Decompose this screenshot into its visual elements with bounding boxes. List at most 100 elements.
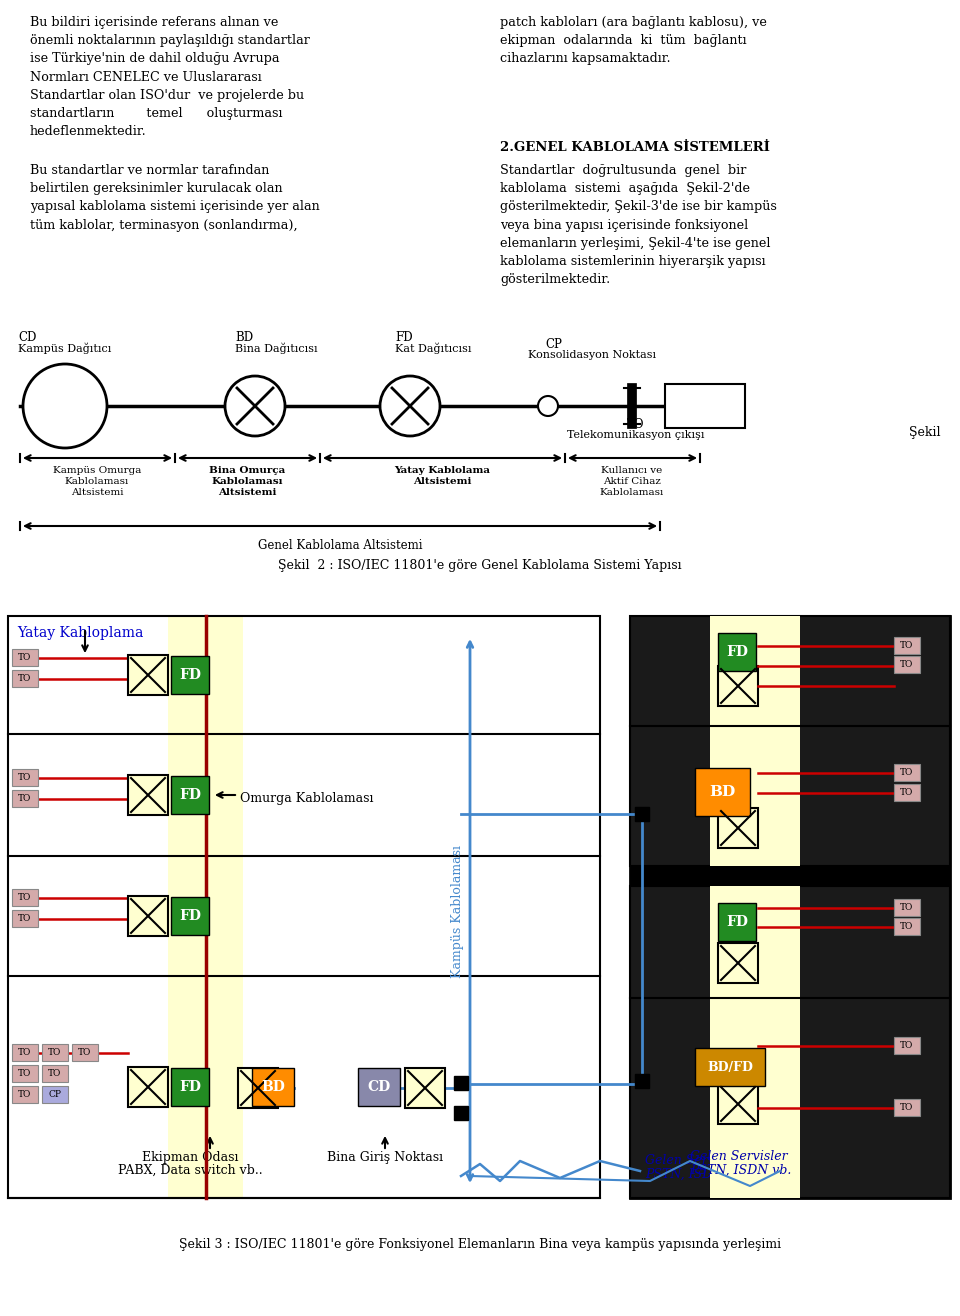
Text: Kampüs Omurga
Kablolaması
Altsistemi: Kampüs Omurga Kablolaması Altsistemi <box>53 466 141 497</box>
Bar <box>630 886 950 1198</box>
Bar <box>12 649 38 666</box>
Bar <box>454 1105 468 1120</box>
Circle shape <box>538 396 558 416</box>
Bar <box>12 1086 38 1103</box>
Text: Yatay Kabloplama: Yatay Kabloplama <box>17 626 143 640</box>
Bar <box>12 890 38 905</box>
Bar <box>718 666 758 705</box>
Text: TO: TO <box>18 794 32 803</box>
Text: TO: TO <box>18 894 32 901</box>
Text: TO: TO <box>18 772 32 782</box>
Bar <box>42 1065 68 1082</box>
Text: FD: FD <box>726 915 748 929</box>
Text: Kampüs Dağıtıcı: Kampüs Dağıtıcı <box>18 343 111 354</box>
Text: FD: FD <box>179 909 201 923</box>
Text: PABX, Data switch vb..: PABX, Data switch vb.. <box>118 1163 262 1177</box>
Text: Genel Kablolama Altsistemi: Genel Kablolama Altsistemi <box>257 540 422 551</box>
Text: Kat Dağıtıcısı: Kat Dağıtıcısı <box>395 343 471 354</box>
Bar <box>168 616 243 1198</box>
Bar <box>894 919 920 934</box>
Bar <box>710 886 800 1198</box>
Text: Şekil: Şekil <box>908 426 940 440</box>
Text: Bina Giriş Noktası: Bina Giriş Noktası <box>327 1152 444 1163</box>
Bar <box>635 1074 649 1088</box>
Text: Telekomunikasyon çıkışı: Telekomunikasyon çıkışı <box>567 430 705 440</box>
Text: TO: TO <box>900 1041 914 1050</box>
Bar <box>12 769 38 786</box>
Bar <box>171 655 209 694</box>
Text: Bina Omurça
Kablolaması
Altsistemi: Bina Omurça Kablolaması Altsistemi <box>209 466 285 497</box>
Bar <box>894 1099 920 1116</box>
Bar <box>171 1069 209 1105</box>
Text: Yatay Kablolama
Altsistemi: Yatay Kablolama Altsistemi <box>394 466 490 486</box>
Bar <box>42 1086 68 1103</box>
Text: TO: TO <box>48 1048 61 1057</box>
Text: TO: TO <box>18 1069 32 1078</box>
Text: TO: TO <box>900 788 914 797</box>
Circle shape <box>225 376 285 436</box>
Text: CP: CP <box>545 338 562 351</box>
Bar <box>358 1069 400 1105</box>
Text: TO: TO <box>627 418 645 432</box>
Text: Omurga Kablolaması: Omurga Kablolaması <box>240 792 373 805</box>
Text: FD: FD <box>179 1080 201 1094</box>
Bar <box>894 899 920 916</box>
Text: TO: TO <box>18 1048 32 1057</box>
Text: Standartlar  doğrultusunda  genel  bir
kablolama  sistemi  aşağıda  Şekil-2'de
g: Standartlar doğrultusunda genel bir kabl… <box>500 164 777 286</box>
Bar <box>894 655 920 672</box>
Text: Gelen Servisler: Gelen Servisler <box>645 1154 743 1167</box>
Bar <box>405 1069 445 1108</box>
Bar <box>630 616 950 866</box>
Text: TO: TO <box>48 1069 61 1078</box>
Text: Kampüs Kablolaması: Kampüs Kablolaması <box>451 845 465 978</box>
Text: Bu bildiri içerisinde referans alınan ve
önemli noktalarının paylaşıldığı standa: Bu bildiri içerisinde referans alınan ve… <box>30 16 310 138</box>
Text: BD: BD <box>261 1080 285 1094</box>
Text: Bu standartlar ve normlar tarafından
belirtilen gereksinimler kurulacak olan
yap: Bu standartlar ve normlar tarafından bel… <box>30 164 320 232</box>
Text: 2.GENEL KABLOLAMA SİSTEMLERİ: 2.GENEL KABLOLAMA SİSTEMLERİ <box>500 141 770 154</box>
Bar <box>12 1044 38 1061</box>
Text: BD: BD <box>709 786 735 799</box>
Bar <box>695 769 750 816</box>
Bar <box>12 909 38 926</box>
Text: PSTN, ISDN vb.: PSTN, ISDN vb. <box>690 1163 791 1177</box>
Bar <box>718 903 756 941</box>
Bar <box>12 790 38 807</box>
Bar <box>718 633 756 671</box>
Bar <box>12 670 38 687</box>
Text: patch kabloları (ara bağlantı kablosu), ve
ekipman  odalarında  ki  tüm  bağlant: patch kabloları (ara bağlantı kablosu), … <box>500 16 767 66</box>
Bar <box>665 384 745 428</box>
Bar <box>42 1044 68 1061</box>
Text: TO: TO <box>18 674 32 683</box>
Bar <box>72 1044 98 1061</box>
Text: Konsolidasyon Noktası: Konsolidasyon Noktası <box>528 350 656 361</box>
Text: Şekil  2 : ISO/IEC 11801'e göre Genel Kablolama Sistemi Yapısı: Şekil 2 : ISO/IEC 11801'e göre Genel Kab… <box>278 559 682 572</box>
Text: TO: TO <box>900 903 914 912</box>
Text: FD: FD <box>726 645 748 659</box>
Text: Ekipman Odası: Ekipman Odası <box>142 1152 238 1163</box>
Bar <box>238 1069 278 1108</box>
Bar <box>710 616 800 866</box>
Bar <box>128 655 168 695</box>
Bar <box>894 1037 920 1054</box>
Text: TO: TO <box>18 653 32 662</box>
Text: Ekipman: Ekipman <box>679 400 732 412</box>
Text: CP: CP <box>49 1090 61 1099</box>
Text: FD: FD <box>395 332 413 343</box>
Bar <box>718 808 758 848</box>
Bar <box>128 775 168 815</box>
Text: Kullanıcı ve
Aktif Cihaz
Kablolaması: Kullanıcı ve Aktif Cihaz Kablolaması <box>600 466 664 497</box>
Bar <box>128 1067 168 1107</box>
Bar <box>454 1076 468 1090</box>
Text: PSTN, ISDN vb.: PSTN, ISDN vb. <box>645 1169 746 1180</box>
Bar <box>635 807 649 821</box>
Bar <box>252 1069 294 1105</box>
Text: CD: CD <box>18 332 36 343</box>
Text: Bina Dağıtıcısı: Bina Dağıtıcısı <box>235 343 318 354</box>
Circle shape <box>380 376 440 436</box>
Text: TO: TO <box>900 661 914 669</box>
Bar <box>630 616 950 1198</box>
Text: TO: TO <box>18 1090 32 1099</box>
Text: CD: CD <box>368 1080 391 1094</box>
Bar <box>695 1048 765 1086</box>
Bar <box>894 765 920 780</box>
